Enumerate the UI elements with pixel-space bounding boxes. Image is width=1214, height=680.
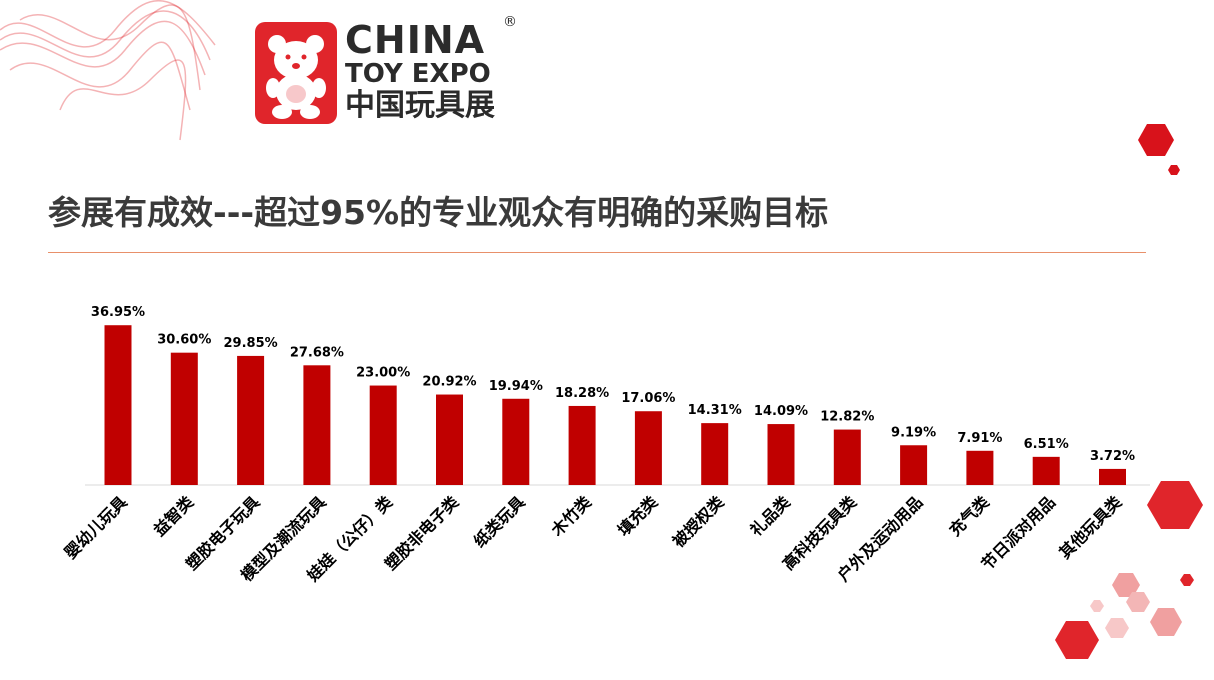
bar bbox=[303, 365, 331, 485]
data-label: 18.28% bbox=[555, 386, 609, 401]
bar bbox=[502, 398, 530, 485]
bar bbox=[369, 385, 397, 485]
data-label: 29.85% bbox=[224, 336, 278, 351]
data-label: 3.72% bbox=[1090, 449, 1135, 464]
bar bbox=[436, 394, 463, 485]
red-wave-decoration bbox=[0, 0, 216, 141]
teddy-bear-icon bbox=[255, 22, 337, 124]
logo-text-china: CHINA bbox=[345, 18, 486, 62]
bar bbox=[833, 429, 861, 485]
data-label: 14.09% bbox=[754, 404, 808, 419]
china-toy-expo-logo: CHINA ® TOY EXPO 中国玩具展 bbox=[255, 14, 517, 128]
data-label: 9.19% bbox=[891, 425, 936, 440]
logo-text-chinese: 中国玩具展 bbox=[345, 88, 495, 123]
data-label: 7.91% bbox=[957, 431, 1002, 446]
data-label: 23.00% bbox=[356, 366, 410, 381]
category-label: 礼品类 bbox=[746, 492, 794, 540]
category-label: 婴幼儿玩具 bbox=[61, 492, 131, 562]
bar bbox=[237, 355, 265, 485]
bar bbox=[966, 450, 994, 485]
bar bbox=[634, 411, 662, 485]
data-label: 27.68% bbox=[290, 345, 344, 360]
hexagon-decoration-bottom-right bbox=[1055, 481, 1203, 659]
data-label: 30.60% bbox=[157, 333, 211, 348]
category-label: 被授权类 bbox=[669, 492, 728, 551]
data-label: 14.31% bbox=[688, 403, 742, 418]
page-title: 参展有成效---超过95%的专业观众有明确的采购目标 bbox=[48, 193, 829, 232]
bar bbox=[900, 445, 928, 485]
data-label: 6.51% bbox=[1024, 437, 1069, 452]
bar bbox=[170, 352, 198, 485]
bar bbox=[701, 423, 729, 485]
registered-mark: ® bbox=[503, 14, 517, 30]
category-label: 益智类 bbox=[150, 492, 198, 540]
bar bbox=[767, 424, 795, 485]
logo-text-toy-expo: TOY EXPO bbox=[345, 59, 491, 89]
bar bbox=[568, 405, 596, 485]
category-label: 木竹类 bbox=[547, 492, 596, 541]
category-label: 其他玩具类 bbox=[1055, 492, 1126, 563]
data-label: 36.95% bbox=[91, 305, 145, 320]
hexagon-decoration-top-right bbox=[1138, 124, 1180, 175]
category-label: 填充类 bbox=[614, 492, 662, 540]
title-divider bbox=[48, 252, 1146, 253]
data-label: 12.82% bbox=[820, 410, 874, 425]
bar bbox=[104, 325, 132, 485]
data-label: 19.94% bbox=[489, 379, 543, 394]
data-label: 20.92% bbox=[422, 375, 476, 390]
bar bbox=[1099, 468, 1126, 485]
data-label: 17.06% bbox=[621, 391, 675, 406]
bar bbox=[1032, 456, 1060, 485]
category-label: 纸类玩具 bbox=[470, 492, 529, 551]
category-label: 充气类 bbox=[945, 492, 993, 540]
